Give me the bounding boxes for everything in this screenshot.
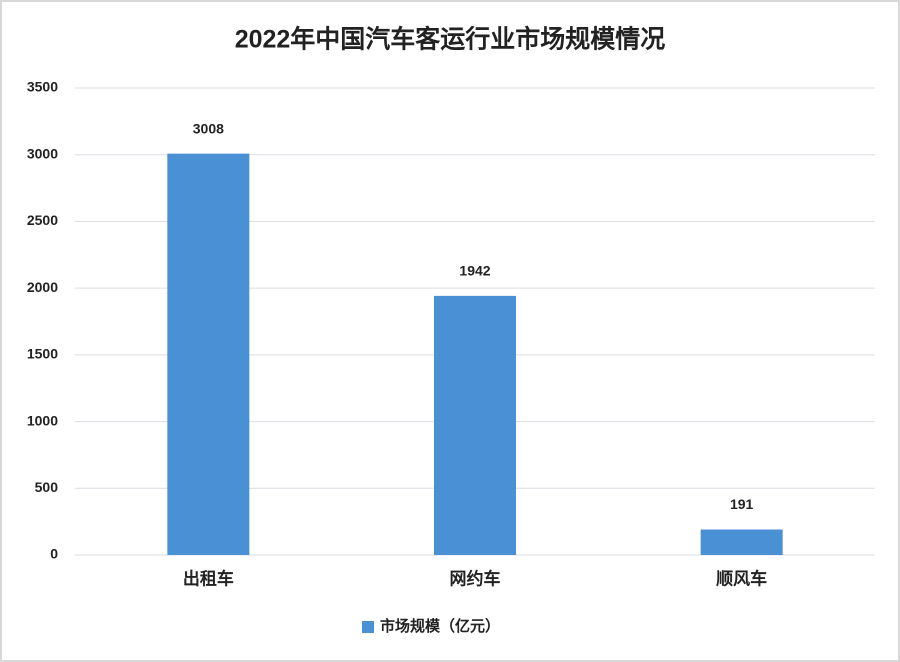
x-tick-label: 出租车: [183, 568, 234, 588]
y-tick-label: 3000: [27, 145, 58, 161]
data-label: 1942: [459, 263, 490, 279]
bar: [167, 153, 250, 555]
bar: [434, 295, 516, 555]
x-tick-label: 顺风车: [716, 568, 767, 588]
bar: [700, 529, 783, 555]
y-tick-label: 2000: [27, 279, 58, 295]
x-tick-label: 网约车: [450, 568, 501, 588]
data-label: 3008: [193, 120, 224, 136]
y-tick-label: 500: [35, 479, 59, 495]
legend-label: 市场规模（亿元）: [380, 617, 500, 635]
y-tick-label: 2500: [27, 212, 58, 228]
y-tick-label: 1500: [27, 346, 58, 362]
legend-swatch: [362, 621, 374, 633]
y-tick-label: 1000: [27, 412, 58, 428]
data-label: 191: [730, 496, 754, 512]
chart-title: 2022年中国汽车客运行业市场规模情况: [235, 25, 666, 54]
y-tick-label: 3500: [27, 79, 58, 95]
y-tick-label: 0: [50, 546, 58, 562]
